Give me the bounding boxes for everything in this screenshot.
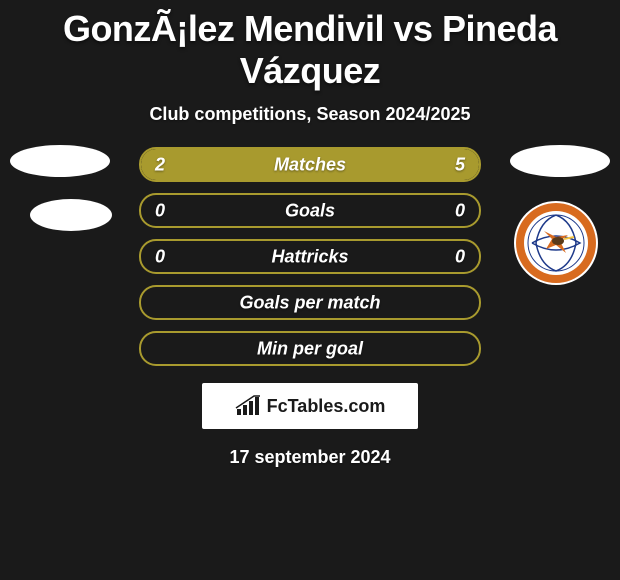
club-logo-right: [514, 201, 598, 285]
date-line: 17 september 2024: [0, 447, 620, 468]
stat-label: Goals: [285, 200, 335, 221]
stat-bar-goals-per-match: Goals per match: [139, 285, 481, 320]
stat-bar-hattricks: 0 Hattricks 0: [139, 239, 481, 274]
stat-value-right: 5: [455, 154, 465, 175]
stat-bars: 2 Matches 5 0 Goals 0 0 Hattricks 0 Goal…: [139, 147, 481, 366]
stat-label: Matches: [274, 154, 346, 175]
stat-fill-right: [236, 149, 479, 180]
branding-box[interactable]: FcTables.com: [202, 383, 418, 429]
subtitle: Club competitions, Season 2024/2025: [0, 104, 620, 125]
stat-bar-goals: 0 Goals 0: [139, 193, 481, 228]
stat-label: Goals per match: [239, 292, 380, 313]
stat-value-left: 0: [155, 246, 165, 267]
brand-text: FcTables.com: [267, 396, 386, 417]
stat-value-left: 2: [155, 154, 165, 175]
player-badge-left: [10, 145, 110, 177]
correcaminos-icon: [514, 201, 598, 285]
stat-value-left: 0: [155, 200, 165, 221]
stat-label: Hattricks: [271, 246, 348, 267]
page-title: GonzÃ¡lez Mendivil vs Pineda Vázquez: [0, 0, 620, 92]
stat-label: Min per goal: [257, 338, 363, 359]
club-badge-left: [30, 199, 112, 231]
bar-chart-icon: [235, 395, 261, 417]
stat-bar-matches: 2 Matches 5: [139, 147, 481, 182]
stat-value-right: 0: [455, 246, 465, 267]
stats-area: 2 Matches 5 0 Goals 0 0 Hattricks 0 Goal…: [0, 147, 620, 366]
stat-bar-min-per-goal: Min per goal: [139, 331, 481, 366]
stat-value-right: 0: [455, 200, 465, 221]
player-badge-right: [510, 145, 610, 177]
